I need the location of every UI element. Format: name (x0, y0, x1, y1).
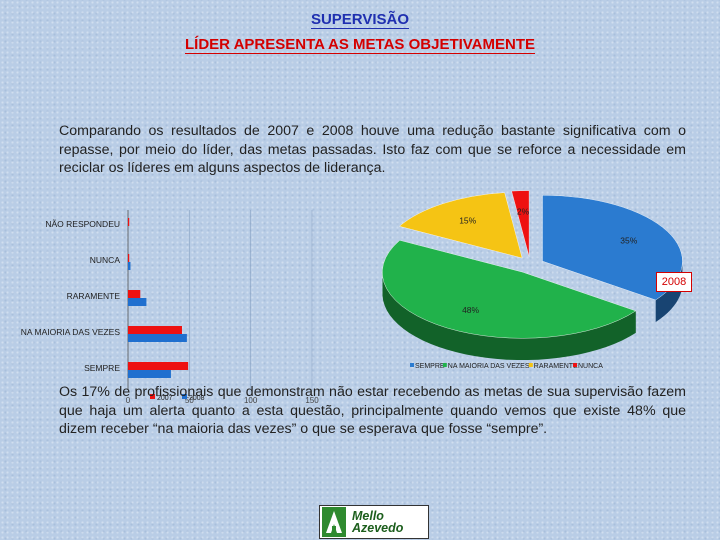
bar-2007 (128, 254, 130, 262)
pie-value-label: 48% (462, 305, 479, 315)
page-title: SUPERVISÃO (310, 11, 410, 29)
bar-2007 (128, 326, 182, 334)
legend-label: 2008 (189, 395, 205, 402)
pie-slice-side (655, 262, 683, 322)
bar-2007 (128, 218, 130, 226)
x-tick-label: 50 (185, 396, 194, 405)
pie-value-label: 15% (459, 216, 476, 226)
bar-2008 (128, 334, 187, 342)
page-subtitle: LÍDER APRESENTA AS METAS OBJETIVAMENTE (184, 36, 536, 54)
bar-2008 (128, 370, 171, 378)
pie-chart-2008: 35% 48% 15% 2% SEMPRE NA MAIORIA DAS VEZES RAR… (382, 190, 683, 370)
legend-swatch-2007 (150, 394, 155, 399)
pie-chart-title: 2008 (656, 272, 692, 292)
category-label: NÃO RESPONDEU (45, 219, 120, 229)
bar-2008 (128, 262, 131, 270)
bar-chart-comparison: 0 50 100 150 NÃO RESPONDEU NUNCA RARAMENTE NA M… (21, 210, 319, 405)
pie-slice-nunca (511, 190, 530, 257)
bar-2007 (128, 362, 189, 370)
category-label: NA MAIORIA DAS VEZES (21, 327, 121, 337)
legend-swatch (410, 363, 414, 367)
category-label: SEMPRE (84, 363, 120, 373)
legend-label: NA MAIORIA DAS VEZES (448, 363, 530, 370)
x-tick-label: 100 (244, 396, 258, 405)
bar-2007 (128, 290, 141, 298)
logo-text: Mello Azevedo (352, 509, 404, 535)
category-label: RARAMENTE (67, 291, 121, 301)
legend-label: 2007 (157, 395, 173, 402)
pie-slice-raramente (398, 192, 523, 259)
legend-swatch-2008 (182, 394, 187, 399)
legend-swatch (528, 363, 533, 367)
category-label: NUNCA (90, 255, 121, 265)
x-tick-label: 150 (305, 396, 319, 405)
bar-2008 (128, 298, 147, 306)
intro-paragraph: Comparando os resultados de 2007 e 2008 … (59, 123, 686, 177)
legend-label: RARAMENTE (534, 363, 578, 370)
legend-label: NUNCA (578, 363, 603, 370)
pie-slice-side (382, 273, 636, 360)
legend-swatch (573, 363, 577, 367)
x-tick-label: 0 (126, 396, 131, 405)
company-logo: Mello Azevedo (319, 505, 429, 539)
logo-mark-icon (322, 507, 346, 537)
pie-value-label: 35% (620, 236, 637, 246)
pie-value-label: 2% (517, 207, 530, 217)
conclusion-paragraph: Os 17% de profissionais que demonstram n… (59, 384, 686, 438)
legend-swatch (442, 363, 447, 367)
legend-label: SEMPRE (415, 363, 445, 370)
pie-slice-na-maioria-das-vezes (382, 240, 637, 339)
